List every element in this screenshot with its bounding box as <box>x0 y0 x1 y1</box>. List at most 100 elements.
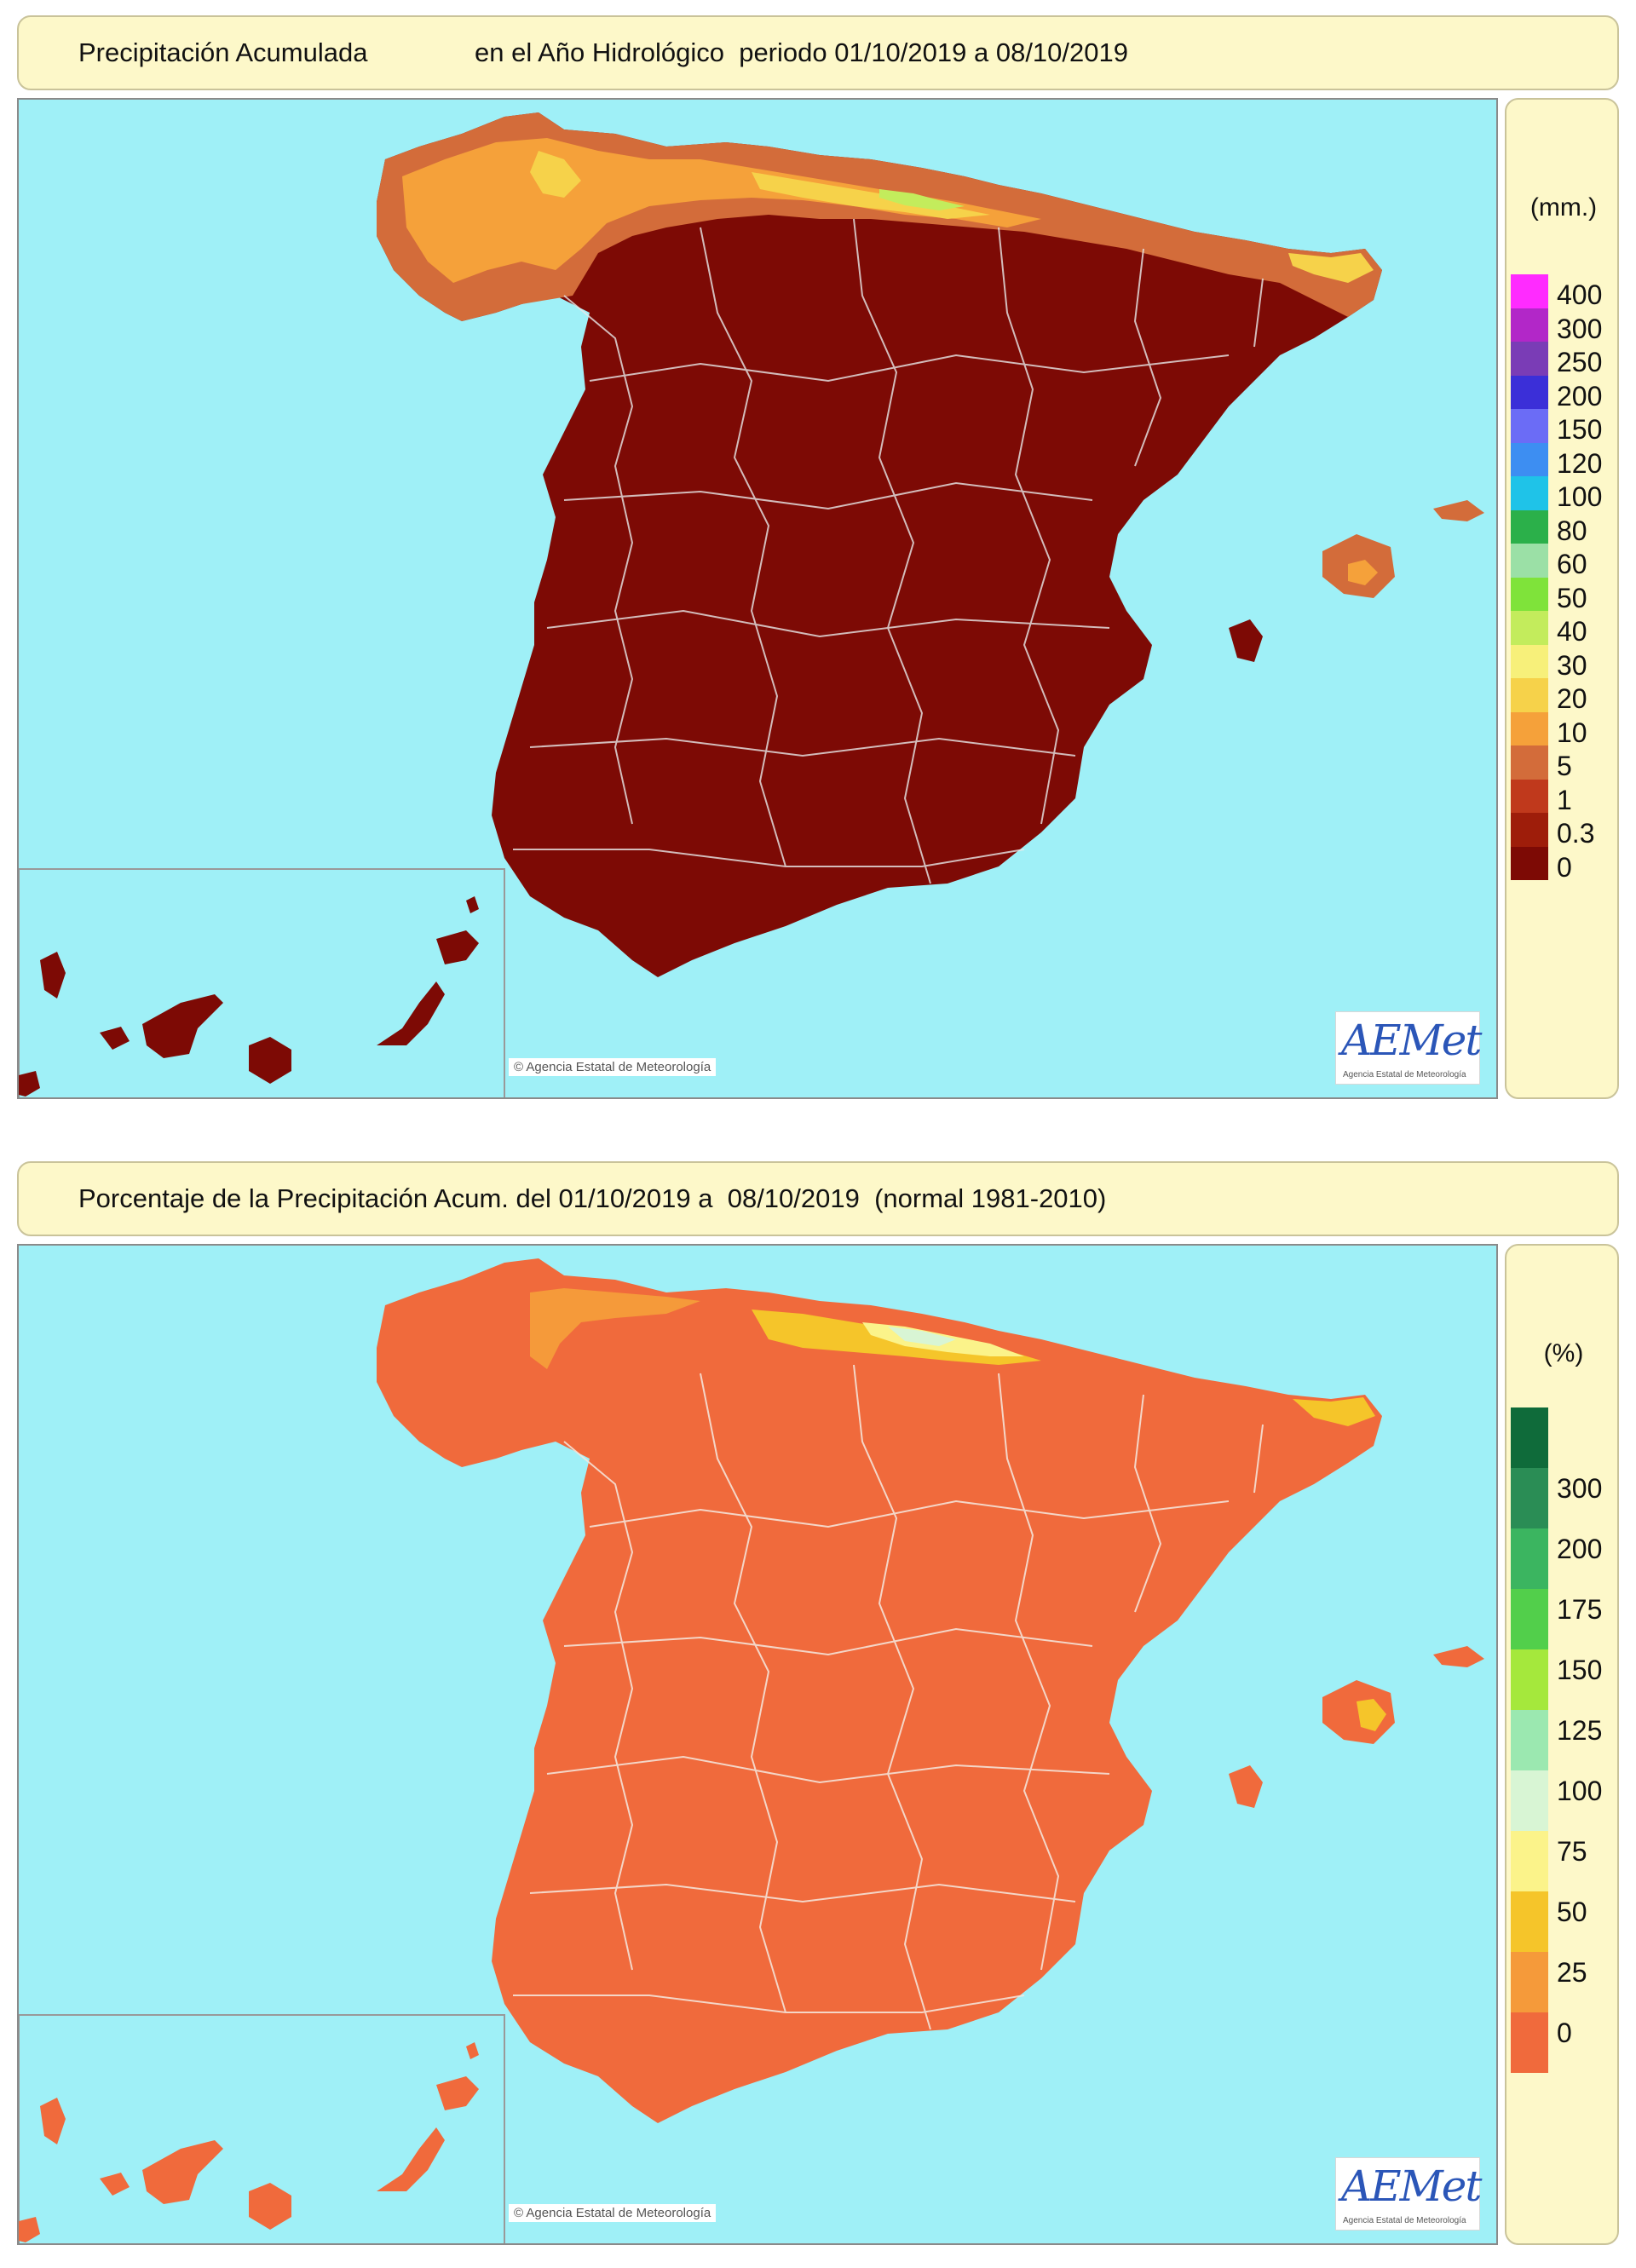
percentage-legend: (%) 300 200 175 150 125 100 75 50 25 0 <box>1505 1244 1619 2245</box>
legend-swatch <box>1511 644 1548 678</box>
legend-swatch <box>1511 375 1548 409</box>
legend-unit: (%) <box>1543 1339 1584 1367</box>
balearic-ibiza <box>1229 1765 1263 1808</box>
logo-subtitle: Agencia Estatal de Meteorología <box>1343 1070 1466 1079</box>
precipitation-panel: Precipitación Acumulada en el Año Hidrol… <box>0 0 1636 1116</box>
copyright-notice: © Agencia Estatal de Meteorología <box>509 1058 717 1076</box>
legend-swatch <box>1511 308 1548 342</box>
legend-swatch <box>1511 1891 1548 1952</box>
province-borders <box>513 218 1264 884</box>
map-title-bar: Porcentaje de la Precipitación Acum. del… <box>17 1161 1619 1236</box>
province-borders <box>513 1364 1264 2030</box>
legend-label: 400 <box>1557 279 1603 310</box>
legend-label: 150 <box>1557 1655 1603 1685</box>
legend-swatch <box>1511 611 1548 645</box>
legend-label: 120 <box>1557 447 1603 479</box>
legend-swatch <box>1511 678 1548 712</box>
legend-label: 10 <box>1557 717 1587 748</box>
logo-text: AEMet <box>1341 2162 1482 2211</box>
logo-text: AEMet <box>1341 1016 1482 1065</box>
legend-label: 50 <box>1557 1897 1587 1927</box>
band-100pct <box>888 1327 956 1346</box>
canary-islands <box>19 2042 479 2242</box>
logo-subtitle: Agencia Estatal de Meteorología <box>1343 2216 1466 2225</box>
band-25pct <box>530 1288 700 1369</box>
balearic-menorca <box>1433 500 1484 521</box>
map-svg <box>19 112 1484 1097</box>
legend-label: 125 <box>1557 1715 1603 1746</box>
legend-swatch <box>1511 813 1548 847</box>
percentage-map: © Agencia Estatal de Meteorología AEMet … <box>17 1244 1498 2245</box>
legend-swatch <box>1511 779 1548 813</box>
legend-swatch <box>1511 1407 1548 1468</box>
legend-swatch <box>1511 509 1548 544</box>
mallorca-band <box>1357 1699 1386 1731</box>
legend-swatch <box>1511 1649 1548 1710</box>
canary-islands <box>19 896 479 1097</box>
band-40mm <box>879 189 965 210</box>
logo-wordmark: AEMet <box>1341 2162 1482 2211</box>
legend-swatch <box>1511 1831 1548 1891</box>
copyright-notice: © Agencia Estatal de Meteorología <box>509 2204 717 2222</box>
logo-wordmark: AEMet <box>1341 1016 1482 1065</box>
legend-label: 300 <box>1557 1473 1603 1504</box>
copyright-text: Agencia Estatal de Meteorología <box>526 1060 711 1074</box>
legend-label: 100 <box>1557 1776 1603 1806</box>
copyright-text: Agencia Estatal de Meteorología <box>526 2206 711 2220</box>
balearic-ibiza <box>1229 619 1263 662</box>
legend-label: 5 <box>1557 751 1572 781</box>
legend-label: 75 <box>1557 1836 1587 1867</box>
legend-label: 50 <box>1557 582 1587 613</box>
legend-label: 80 <box>1557 515 1587 546</box>
legend-label: 175 <box>1557 1594 1603 1625</box>
legend-swatch <box>1511 846 1548 880</box>
legend-label: 200 <box>1557 380 1603 412</box>
spain-land <box>377 1258 1382 2123</box>
precipitation-legend: (mm.) 400 300 250 200 150 120 100 80 60 50 40 30 20 1… <box>1505 98 1619 1099</box>
band-20mm-galicia <box>530 151 581 198</box>
legend-label: 100 <box>1557 481 1603 512</box>
legend-swatch <box>1511 274 1548 308</box>
legend-label: 30 <box>1557 649 1587 681</box>
legend-swatch <box>1511 1952 1548 2012</box>
legend-swatch <box>1511 1589 1548 1649</box>
legend-label: 150 <box>1557 414 1603 445</box>
legend-unit: (mm.) <box>1529 193 1598 222</box>
map-subtitle: en el Año Hidrológico periodo 01/10/2019… <box>475 37 1128 67</box>
map-title: Porcentaje de la Precipitación Acum. del… <box>78 1183 1107 1213</box>
legend-swatch <box>1511 2012 1548 2073</box>
map-title-bar: Precipitación Acumulada en el Año Hidrol… <box>17 15 1619 90</box>
legend-label: 40 <box>1557 616 1587 647</box>
legend-label: 0 <box>1557 851 1572 883</box>
balearic-menorca <box>1433 1646 1484 1667</box>
map-title: Precipitación Acumulada <box>78 37 368 67</box>
legend-swatch <box>1511 1528 1548 1589</box>
legend-label: 200 <box>1557 1534 1603 1564</box>
legend-swatch <box>1511 476 1548 510</box>
legend-label: 25 <box>1557 1957 1587 1988</box>
legend-swatch <box>1511 1710 1548 1770</box>
legend-label: 1 <box>1557 784 1572 815</box>
aemet-logo: AEMet Agencia Estatal de Meteorología <box>1335 2157 1482 2231</box>
legend-swatch <box>1511 745 1548 780</box>
mallorca-band <box>1348 560 1378 585</box>
legend-swatch <box>1511 1770 1548 1831</box>
legend-label: 20 <box>1557 683 1587 714</box>
legend-label: 250 <box>1557 347 1603 377</box>
legend-swatch <box>1511 1468 1548 1528</box>
legend-swatch <box>1511 544 1548 578</box>
legend-swatch <box>1511 409 1548 443</box>
percentage-panel: Porcentaje de la Precipitación Acum. del… <box>0 1146 1636 2268</box>
legend-label: 0 <box>1557 2018 1572 2048</box>
legend-label: 300 <box>1557 313 1603 344</box>
band-20mm-catalonia <box>1288 253 1374 283</box>
band-50pct-catalonia <box>1293 1397 1375 1426</box>
legend-swatch <box>1511 442 1548 476</box>
legend-label: 60 <box>1557 549 1587 579</box>
legend-swatch <box>1511 711 1548 745</box>
legend-swatch <box>1511 342 1548 376</box>
map-svg <box>19 1258 1484 2243</box>
legend-swatch <box>1511 577 1548 611</box>
legend-label: 0.3 <box>1557 818 1595 849</box>
aemet-logo: AEMet Agencia Estatal de Meteorología <box>1335 1011 1482 1085</box>
